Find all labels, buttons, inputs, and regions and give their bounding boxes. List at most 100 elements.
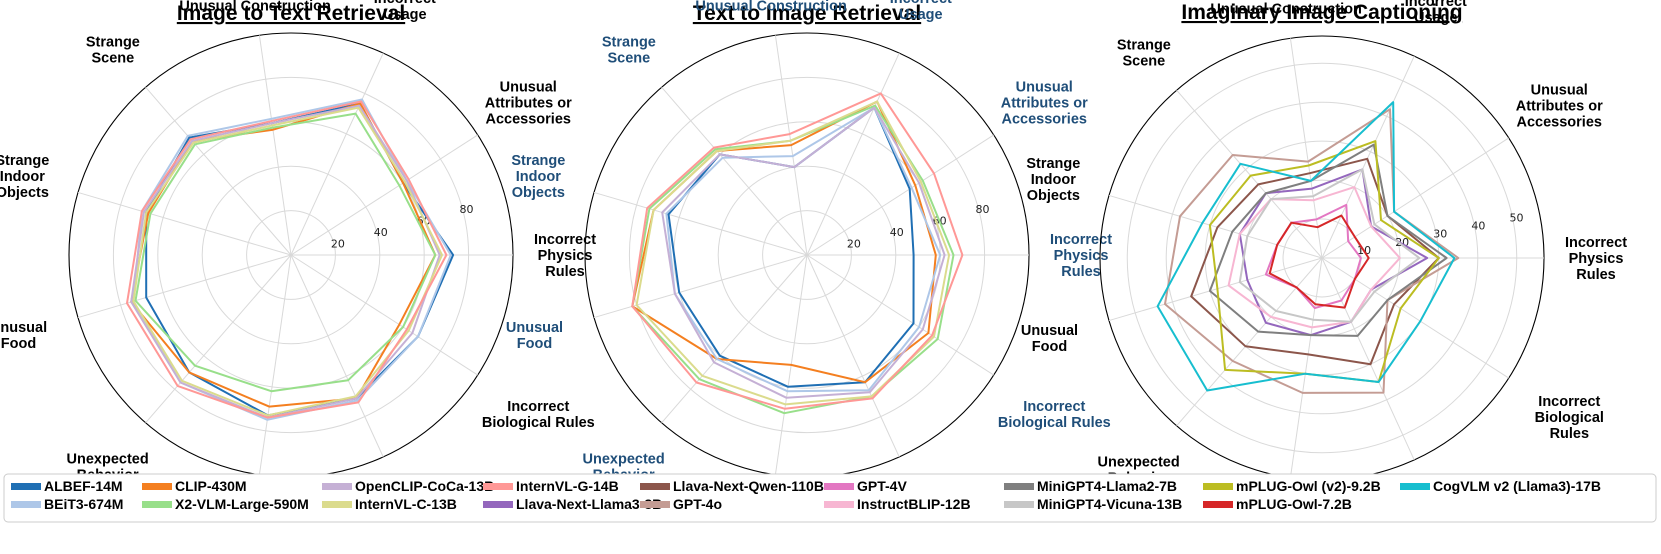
series-line: [661, 106, 946, 399]
grid-spoke: [1176, 257, 1323, 427]
grid-spoke: [1176, 89, 1323, 259]
tick-label: 20: [847, 238, 861, 251]
tick-label: 40: [890, 226, 904, 239]
legend-item: GPT-4o: [640, 496, 722, 512]
axis-label: Unusual Construction: [695, 0, 846, 15]
axis-label: Incorrect Physics Rules: [534, 232, 596, 280]
axis-label: Strange Scene: [1117, 37, 1171, 69]
grid-spoke: [258, 254, 292, 475]
grid-spoke: [1321, 257, 1510, 379]
legend-label: InstructBLIP-12B: [857, 496, 971, 512]
legend-item: X2-VLM-Large-590M: [142, 496, 309, 512]
series-line: [132, 98, 452, 421]
series-line: [631, 92, 964, 410]
legend-swatch: [1203, 501, 1233, 508]
legend-label: OpenCLIP-CoCa-13B: [355, 478, 494, 494]
grid-spoke: [290, 52, 384, 256]
axis-label: Strange Scene: [602, 34, 656, 66]
legend-swatch: [142, 501, 172, 508]
axis-label: Incorrect Biological Rules: [998, 399, 1111, 431]
legend-swatch: [11, 483, 41, 490]
legend-item: BEiT3-674M: [11, 496, 123, 512]
legend-label: InternVL-G-14B: [516, 478, 619, 494]
series-line: [665, 106, 942, 393]
series-line: [1156, 101, 1456, 392]
series-line: [134, 112, 437, 393]
legend-label: mPLUG-Owl (v2)-9.2B: [1236, 478, 1381, 494]
legend-swatch: [483, 483, 513, 490]
chart-title: Imaginary Image Captioning: [1181, 1, 1462, 24]
grid-spoke: [1289, 38, 1323, 259]
legend-swatch: [322, 483, 352, 490]
series-line: [132, 106, 443, 417]
legend-swatch: [1004, 483, 1034, 490]
legend-item: CogVLM v2 (Llama3)-17B: [1400, 478, 1601, 494]
grid-spoke: [593, 254, 808, 319]
axis-label: Incorrect Biological Rules: [482, 399, 595, 431]
grid-spoke: [77, 191, 292, 256]
legend-swatch: [142, 483, 172, 490]
legend-swatch: [824, 501, 854, 508]
legend-swatch: [483, 501, 513, 508]
legend-label: InternVL-C-13B: [355, 496, 457, 512]
radar-chart-1: Image to Text Retrieval20406080Incorrect…: [0, 0, 596, 513]
axis-label: Incorrect Biological Rules: [1535, 394, 1604, 442]
axis-label: Strange Indoor Objects: [511, 153, 565, 201]
legend-label: mPLUG-Owl-7.2B: [1236, 496, 1352, 512]
legend-swatch: [1004, 501, 1034, 508]
grid-spoke: [593, 191, 808, 256]
grid-spoke: [806, 254, 900, 458]
legend-item: InternVL-C-13B: [322, 496, 457, 512]
axis-label: Unusual Construction: [1210, 2, 1361, 18]
legend-swatch: [640, 501, 670, 508]
legend-label: ALBEF-14M: [44, 478, 123, 494]
legend-label: X2-VLM-Large-590M: [175, 496, 309, 512]
series-line: [1164, 108, 1460, 394]
legend-item: mPLUG-Owl-7.2B: [1203, 496, 1352, 512]
legend-label: CogVLM v2 (Llama3)-17B: [1433, 478, 1601, 494]
legend: ALBEF-14M BEiT3-674M CLIP-430M X2-VLM-Large…: [3, 473, 1657, 523]
legend-item: ALBEF-14M: [11, 478, 123, 494]
grid-spoke: [77, 254, 292, 319]
axis-label: Unusual Attributes or Accessories: [485, 80, 572, 128]
axis-label: Unusual Construction: [179, 0, 330, 15]
tick-label: 30: [1433, 228, 1447, 241]
grid-spoke: [661, 254, 808, 424]
axis-label: Incorrect Physics Rules: [1565, 235, 1627, 283]
legend-item: InternVL-G-14B: [483, 478, 619, 494]
tick-label: 20: [331, 238, 345, 251]
axis-label: Unusual Attributes or Accessories: [1001, 80, 1088, 128]
series-line: [635, 100, 951, 406]
legend-swatch: [11, 501, 41, 508]
grid-spoke: [1321, 137, 1510, 259]
legend-label: Llava-Next-Llama3-8B: [516, 496, 662, 512]
legend-item: mPLUG-Owl (v2)-9.2B: [1203, 478, 1381, 494]
grid-spoke: [806, 52, 900, 256]
grid-spoke: [1321, 55, 1415, 259]
series-line: [1208, 140, 1440, 383]
legend-item: MiniGPT4-Vicuna-13B: [1004, 496, 1182, 512]
radar-chart-3: Imaginary Image Captioning1020304050Inco…: [1021, 0, 1627, 516]
grid-spoke: [258, 35, 292, 256]
series-line: [1190, 157, 1440, 366]
grid-spoke: [806, 134, 995, 256]
series-line: [130, 104, 441, 419]
legend-label: GPT-4o: [673, 496, 722, 512]
grid-spoke: [145, 254, 292, 424]
chart-title: Text to Image Retrieval: [693, 2, 921, 25]
tick-label: 80: [976, 203, 990, 216]
legend-swatch: [1400, 483, 1430, 490]
legend-label: MiniGPT4-Vicuna-13B: [1037, 496, 1182, 512]
grid-spoke: [1108, 257, 1323, 322]
tick-label: 40: [374, 226, 388, 239]
legend-item: OpenCLIP-CoCa-13B: [322, 478, 494, 494]
legend-label: GPT-4V: [857, 478, 907, 494]
legend-swatch: [824, 483, 854, 490]
grid-spoke: [290, 254, 479, 376]
grid-spoke: [290, 254, 384, 458]
